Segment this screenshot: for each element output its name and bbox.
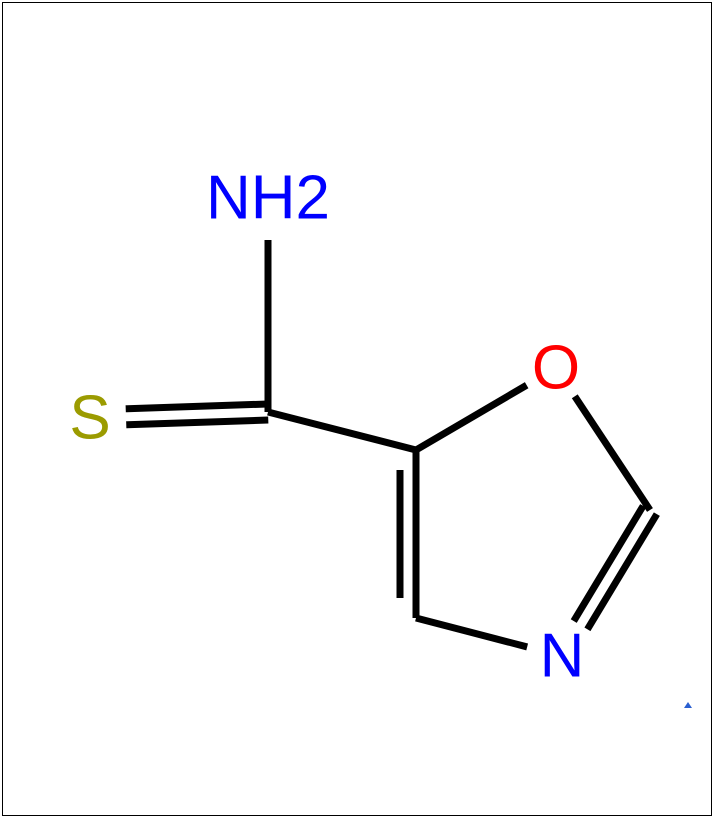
scan-artifact-line	[711, 240, 712, 410]
atom-label-n3: N	[540, 621, 585, 692]
scan-artifact-line	[711, 590, 712, 810]
tiny-triangle-marker	[684, 702, 692, 708]
scan-artifact-line	[711, 6, 712, 116]
atom-label-n_amide: NH2	[206, 163, 330, 234]
atom-label-s: S	[69, 383, 110, 454]
atom-label-o1: O	[532, 333, 580, 404]
